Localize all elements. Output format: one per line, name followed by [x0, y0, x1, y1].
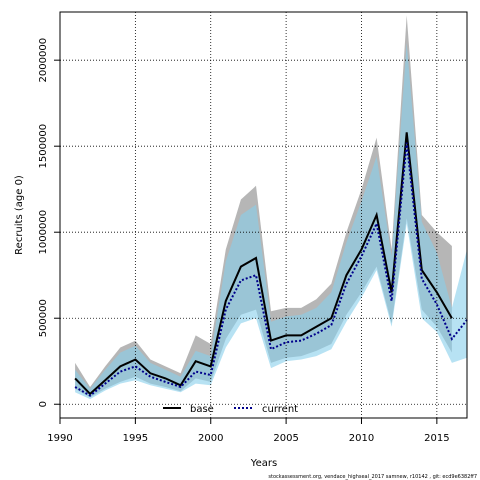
x-axis-title: Years	[250, 458, 277, 469]
legend-label-current: current	[262, 404, 298, 415]
legend: base current	[163, 404, 298, 415]
confidence-bands	[75, 15, 467, 400]
x-tick-label: 2015	[424, 433, 449, 444]
line-current	[74, 142, 468, 397]
y-tick-label: 2000000	[38, 38, 49, 83]
x-axis: 1990 1995 2000 2005 2010 2015	[47, 418, 450, 444]
y-axis: 0 500000 1000000 1500000 2000000	[38, 38, 60, 407]
legend-label-base: base	[190, 404, 214, 415]
x-tick-label: 2000	[198, 433, 223, 444]
band-current	[75, 43, 467, 400]
x-tick-label: 2010	[349, 433, 374, 444]
x-tick-label: 1990	[47, 433, 72, 444]
y-tick-label: 0	[38, 401, 49, 407]
series-lines	[74, 132, 468, 397]
y-tick-label: 1500000	[38, 124, 49, 169]
y-axis-title: Recruits (age 0)	[14, 175, 25, 255]
x-tick-label: 1995	[123, 433, 148, 444]
x-tick-label: 2005	[273, 433, 298, 444]
gridlines	[59, 12, 467, 418]
line-base	[74, 132, 453, 396]
plot-frame	[59, 11, 468, 419]
y-tick-label: 1000000	[38, 210, 49, 255]
footer-text: stockassessment.org, vendace_highseal_20…	[268, 474, 477, 480]
y-tick-label: 500000	[38, 299, 49, 337]
